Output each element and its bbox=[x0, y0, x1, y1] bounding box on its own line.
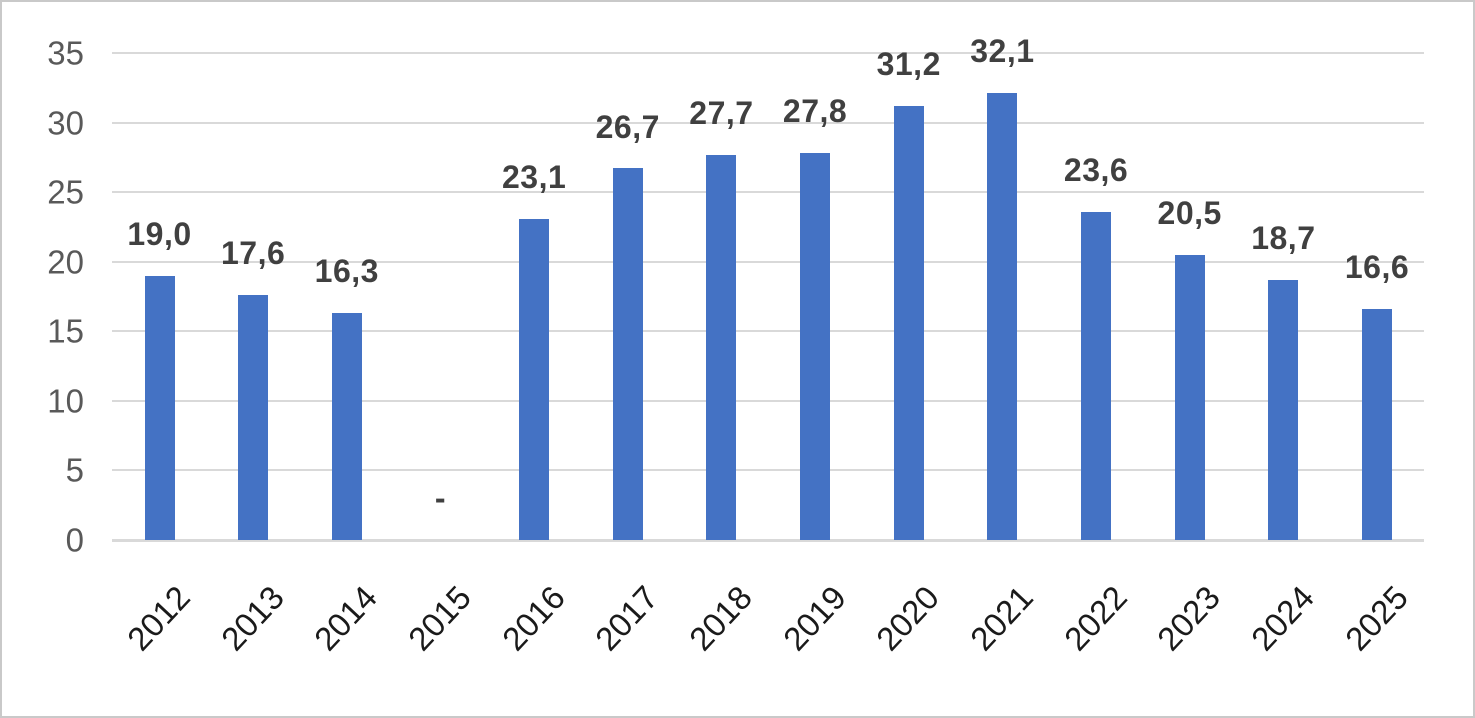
y-axis-tick-label: 35 bbox=[47, 34, 84, 72]
bar-2013 bbox=[238, 295, 269, 540]
gridline-y-35 bbox=[112, 52, 1424, 54]
bar-data-label-2021: 32,1 bbox=[970, 33, 1035, 70]
bar-data-label-2012: 19,0 bbox=[127, 215, 192, 252]
x-axis-category-label-2023: 2023 bbox=[1150, 578, 1228, 658]
bar-data-label-2014: 16,3 bbox=[314, 253, 379, 290]
bar-2023 bbox=[1174, 254, 1205, 540]
bar-data-label-2013: 17,6 bbox=[221, 235, 286, 272]
y-axis-tick-label: 20 bbox=[47, 243, 84, 281]
bar-2012 bbox=[144, 275, 175, 540]
y-axis-tick-label: 15 bbox=[47, 312, 84, 350]
gridline-y-5 bbox=[112, 469, 1424, 472]
x-axis-category-label-2018: 2018 bbox=[681, 578, 760, 658]
x-axis-category-label-2019: 2019 bbox=[775, 578, 853, 658]
bar-data-label-2019: 27,8 bbox=[782, 93, 848, 130]
bar-2021 bbox=[987, 93, 1018, 540]
gridline-y-0 bbox=[112, 539, 1424, 542]
bar-data-label-2017: 26,7 bbox=[595, 108, 660, 145]
y-axis-tick-label: 30 bbox=[47, 104, 84, 142]
bar-data-label-2023: 20,5 bbox=[1157, 194, 1222, 231]
bar-data-label-2024: 18,7 bbox=[1251, 219, 1316, 256]
x-axis-category-label-2014: 2014 bbox=[307, 578, 385, 658]
y-axis-tick-label: 25 bbox=[47, 173, 84, 211]
bar-2017 bbox=[612, 168, 643, 540]
bar-2020 bbox=[893, 105, 924, 540]
gridline-y-30 bbox=[112, 121, 1424, 124]
gridline-y-20 bbox=[112, 260, 1424, 263]
x-axis-category-label-2012: 2012 bbox=[119, 578, 198, 658]
bar-data-label-2016: 23,1 bbox=[501, 158, 567, 195]
y-axis-tick-label: 10 bbox=[47, 382, 84, 420]
gridline-y-10 bbox=[112, 399, 1424, 402]
bar-2014 bbox=[331, 313, 362, 540]
gridline-y-15 bbox=[112, 330, 1424, 333]
x-axis-category-label-2021: 2021 bbox=[962, 578, 1040, 658]
bar-data-label-2018: 27,7 bbox=[689, 94, 754, 131]
x-axis-category-label-2020: 2020 bbox=[869, 578, 947, 658]
bar-data-label-2015: - bbox=[434, 480, 447, 516]
bar-2016 bbox=[519, 218, 550, 540]
x-axis-category-label-2017: 2017 bbox=[588, 578, 666, 658]
bar-data-label-2022: 23,6 bbox=[1063, 151, 1129, 188]
x-axis-category-label-2025: 2025 bbox=[1337, 578, 1415, 658]
x-axis-category-label-2013: 2013 bbox=[213, 578, 291, 658]
bar-data-label-2025: 16,6 bbox=[1344, 249, 1410, 286]
y-axis-tick-label: 5 bbox=[65, 451, 84, 489]
bar-2019 bbox=[800, 153, 831, 540]
x-axis-category-label-2015: 2015 bbox=[400, 578, 479, 658]
x-axis-category-label-2024: 2024 bbox=[1243, 578, 1321, 658]
x-axis-category-label-2022: 2022 bbox=[1056, 578, 1134, 658]
y-axis-tick-label: 0 bbox=[65, 521, 84, 559]
gridline-y-25 bbox=[112, 191, 1424, 194]
bar-2025 bbox=[1362, 309, 1392, 540]
bar-2022 bbox=[1081, 211, 1112, 540]
bar-data-label-2020: 31,2 bbox=[876, 45, 941, 82]
bar-2018 bbox=[706, 154, 737, 540]
bar-2024 bbox=[1268, 279, 1299, 540]
x-axis-category-label-2016: 2016 bbox=[494, 578, 572, 658]
